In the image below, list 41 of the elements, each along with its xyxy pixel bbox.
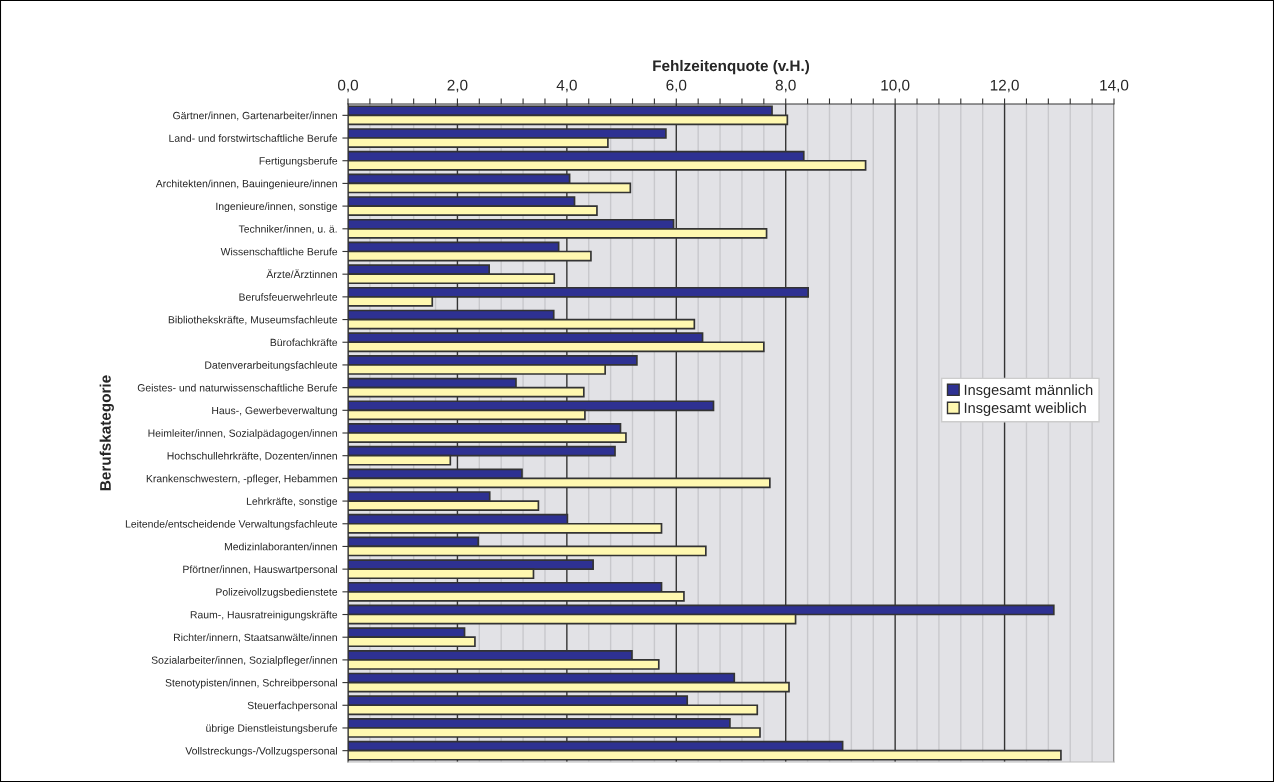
y-tick-label: Stenotypisten/innen, Schreibpersonal <box>165 678 337 689</box>
y-tick-label: Pförtner/innen, Hauswartpersonal <box>183 565 337 576</box>
y-tick-label: Fertigungsberufe <box>259 156 338 167</box>
y-tick-label: Techniker/innen, u. ä. <box>238 225 337 234</box>
x-tick-label: 8,0 <box>775 79 796 93</box>
y-tick-label: Lehrkräfte, sonstige <box>246 497 338 507</box>
y-tick-label: Heimleiter/innen, Sozialpädagogen/innen <box>148 429 337 439</box>
y-tick-label: Medizinlaboranten/innen <box>224 542 337 551</box>
y-tick-label: Geistes- und naturwissenschaftliche Berufe <box>137 383 338 392</box>
legend-label: Insgesamt weiblich <box>964 402 1086 416</box>
y-tick-label: Bürofachkräfte <box>270 338 338 347</box>
y-tick-label: Vollstreckungs-/Vollzugspersonal <box>185 746 337 757</box>
x-tick-label: 12,0 <box>990 79 1019 93</box>
y-tick-label: Steuerfachpersonal <box>247 701 337 712</box>
y-tick-label: Krankenschwestern, -pfleger, Hebammen <box>146 474 337 485</box>
y-tick-label: Berufsfeuerwehrleute <box>239 293 338 301</box>
y-tick-label: Bibliothekskräfte, Museumsfachleute <box>168 315 338 325</box>
y-tick-label: Wissenschaftliche Berufe <box>220 247 338 256</box>
y-tick-label: Raum-, Hausratreinigungskräfte <box>190 610 338 621</box>
legend-label: Insgesamt männlich <box>964 384 1093 398</box>
x-tick-label: 6,0 <box>666 79 687 93</box>
x-tick-label: 2,0 <box>447 79 468 93</box>
y-tick-label: Richter/innern, Staatsanwälte/innen <box>174 633 337 643</box>
y-tick-label: übrige Dienstleistungsberufe <box>206 724 338 734</box>
x-tick-label: 4,0 <box>556 79 577 93</box>
y-tick-label: Gärtner/innen, Gartenarbeiter/innen <box>173 111 337 121</box>
y-tick-label: Ingenieure/innen, sonstige <box>216 202 338 213</box>
y-tick-label: Land- und forstwirtschaftliche Berufe <box>169 134 338 142</box>
y-tick-label: Polizeivollzugsbedienstete <box>216 588 338 598</box>
x-tick-label: 14,0 <box>1100 79 1129 93</box>
y-tick-label: Hochschullehrkräfte, Dozenten/innen <box>167 451 337 461</box>
y-tick-label: Haus-, Gewerbeverwaltung <box>212 406 337 417</box>
x-axis-title: Fehlzeitenquote (v.H.) <box>653 59 810 75</box>
x-tick-label: 10,0 <box>881 79 910 93</box>
y-tick-label: Datenverarbeitungsfachleute <box>205 361 338 371</box>
x-tick-label: 0,0 <box>337 79 359 93</box>
y-tick-label: Architekten/innen, Bauingenieure/innen <box>155 179 337 190</box>
y-tick-label: Leitende/entscheidende Verwaltungsfachleute <box>125 519 338 530</box>
y-axis-title: Berufskategorie <box>99 375 114 491</box>
y-tick-label: Sozialarbeiter/innen, Sozialpfleger/innen <box>151 656 337 666</box>
y-tick-label: Ärzte/Ärztinnen <box>266 269 337 279</box>
